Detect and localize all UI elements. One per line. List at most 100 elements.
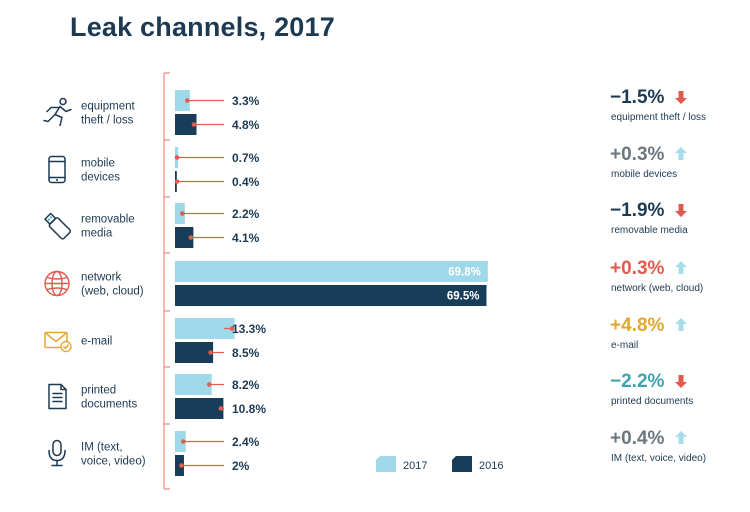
category-label-line: network — [81, 272, 122, 284]
chart-title: Leak channels, 2017 — [70, 12, 335, 42]
category-label-line: theft / loss — [81, 115, 134, 127]
bar-2017 — [175, 261, 488, 282]
bar-2017 — [175, 318, 235, 339]
bar-value-label-2016: 69.5% — [447, 291, 480, 303]
change-indicator: −2.2% printed documents — [610, 371, 693, 407]
category-label-line: mobile — [81, 158, 115, 170]
category-row: removable media 2.2% 4.1% −1.9% removable med… — [44, 200, 688, 248]
category-row: printed documents 8.2% 10.8% −2.2% printed do… — [48, 371, 693, 419]
bar-2017 — [175, 431, 186, 452]
running-person-icon — [43, 97, 72, 127]
bar-value-label-2016: 2% — [232, 459, 250, 473]
leader-dot — [184, 98, 190, 103]
leader-dot — [206, 382, 212, 387]
bar-value-label-2017: 0.7% — [232, 151, 260, 165]
category-label: e-mail — [81, 336, 112, 348]
change-value: +4.8% — [610, 315, 665, 336]
change-label: network (web, cloud) — [611, 283, 703, 294]
change-label: IM (text, voice, video) — [611, 453, 706, 464]
legend-swatch-2016 — [452, 456, 472, 472]
category-label-line: IM (text, — [81, 442, 123, 454]
bar-value-label-2017: 69.8% — [448, 267, 481, 279]
bar-value-label-2016: 4.1% — [232, 231, 260, 245]
change-label: equipment theft / loss — [611, 112, 706, 123]
bar-2016 — [175, 285, 487, 306]
arrow-up-icon — [675, 147, 687, 160]
change-indicator: +0.3% mobile devices — [610, 144, 687, 180]
leader-dot — [179, 463, 184, 468]
bar-2017 — [175, 90, 190, 111]
axis — [163, 72, 170, 490]
change-value: +0.3% — [610, 258, 665, 279]
category-label: removable media — [81, 214, 135, 240]
bar-value-label-2016: 8.5% — [232, 346, 260, 360]
category-row: e-mail 13.3% 8.5% +4.8% e-mail — [44, 315, 687, 363]
change-label: e-mail — [611, 340, 638, 351]
arrow-down-icon — [675, 375, 687, 388]
category-label: printed documents — [81, 385, 138, 411]
arrow-up-icon — [675, 261, 687, 274]
mobile-phone-icon — [48, 155, 66, 184]
category-label-line: (web, cloud) — [81, 286, 144, 298]
bar-value-label-2017: 3.3% — [232, 94, 260, 108]
document-icon — [48, 383, 67, 410]
category-label: equipment theft / loss — [81, 101, 136, 127]
envelope-icon — [44, 331, 72, 353]
category-label: network (web, cloud) — [81, 272, 144, 298]
bar-value-label-2017: 13.3% — [232, 322, 266, 336]
change-value: +0.4% — [610, 428, 665, 449]
arrow-down-icon — [675, 91, 687, 104]
change-value: +0.3% — [610, 144, 665, 165]
arrow-up-icon — [675, 431, 687, 444]
bar-2016 — [175, 227, 194, 248]
bar-value-label-2016: 0.4% — [232, 175, 260, 189]
leader-dot — [188, 235, 194, 240]
bar-value-label-2016: 4.8% — [232, 118, 260, 132]
category-label: IM (text, voice, video) — [81, 442, 146, 468]
change-label: removable media — [611, 225, 688, 236]
category-row: IM (text, voice, video) 2.4% 2% +0.4% IM (tex… — [48, 428, 706, 476]
legend-label-2016: 2016 — [479, 460, 503, 472]
category-label: mobile devices — [81, 158, 120, 184]
bar-2017 — [175, 374, 212, 395]
change-label: printed documents — [611, 396, 693, 407]
leader-dot — [174, 179, 180, 184]
bar-value-label-2017: 8.2% — [232, 378, 260, 392]
bar-2016 — [175, 342, 214, 363]
category-label-line: documents — [81, 399, 138, 411]
legend-label-2017: 2017 — [403, 460, 427, 472]
leader-dot — [208, 350, 213, 355]
bar-value-label-2017: 2.4% — [232, 435, 260, 449]
change-indicator: −1.5% equipment theft / loss — [610, 87, 706, 123]
category-label-line: printed — [81, 385, 116, 397]
change-value: −1.5% — [610, 87, 665, 108]
change-value: −1.9% — [610, 200, 665, 221]
bar-value-label-2016: 10.8% — [232, 402, 266, 416]
arrow-down-icon — [675, 204, 687, 217]
change-value: −2.2% — [610, 371, 665, 392]
category-label-line: devices — [81, 172, 120, 184]
microphone-icon — [48, 439, 66, 467]
usb-stick-icon — [44, 212, 72, 240]
legend: 2017 2016 — [376, 456, 503, 472]
change-label: mobile devices — [611, 169, 677, 180]
category-row: mobile devices 0.7% 0.4% +0.3% mobile devices — [48, 144, 687, 192]
arrow-up-icon — [675, 318, 687, 331]
leader-dot — [180, 211, 185, 216]
category-label-line: media — [81, 228, 113, 240]
category-row: equipment theft / loss 3.3% 4.8% −1.5% equipm… — [43, 87, 706, 135]
bar-value-label-2017: 2.2% — [232, 207, 260, 221]
legend-swatch-2017 — [376, 456, 396, 472]
change-indicator: +0.4% IM (text, voice, video) — [610, 428, 706, 464]
leader-dot — [218, 406, 224, 411]
leader-dot — [174, 155, 180, 160]
leader-dot — [229, 326, 235, 331]
category-row: network (web, cloud) 69.8% 69.5% +0.3% networ… — [44, 258, 703, 306]
bar-2016 — [175, 398, 224, 419]
change-indicator: +4.8% e-mail — [610, 315, 687, 351]
leader-dot — [180, 439, 186, 444]
change-indicator: −1.9% removable media — [610, 200, 688, 236]
change-indicator: +0.3% network (web, cloud) — [610, 258, 703, 294]
bar-2016 — [175, 114, 197, 135]
